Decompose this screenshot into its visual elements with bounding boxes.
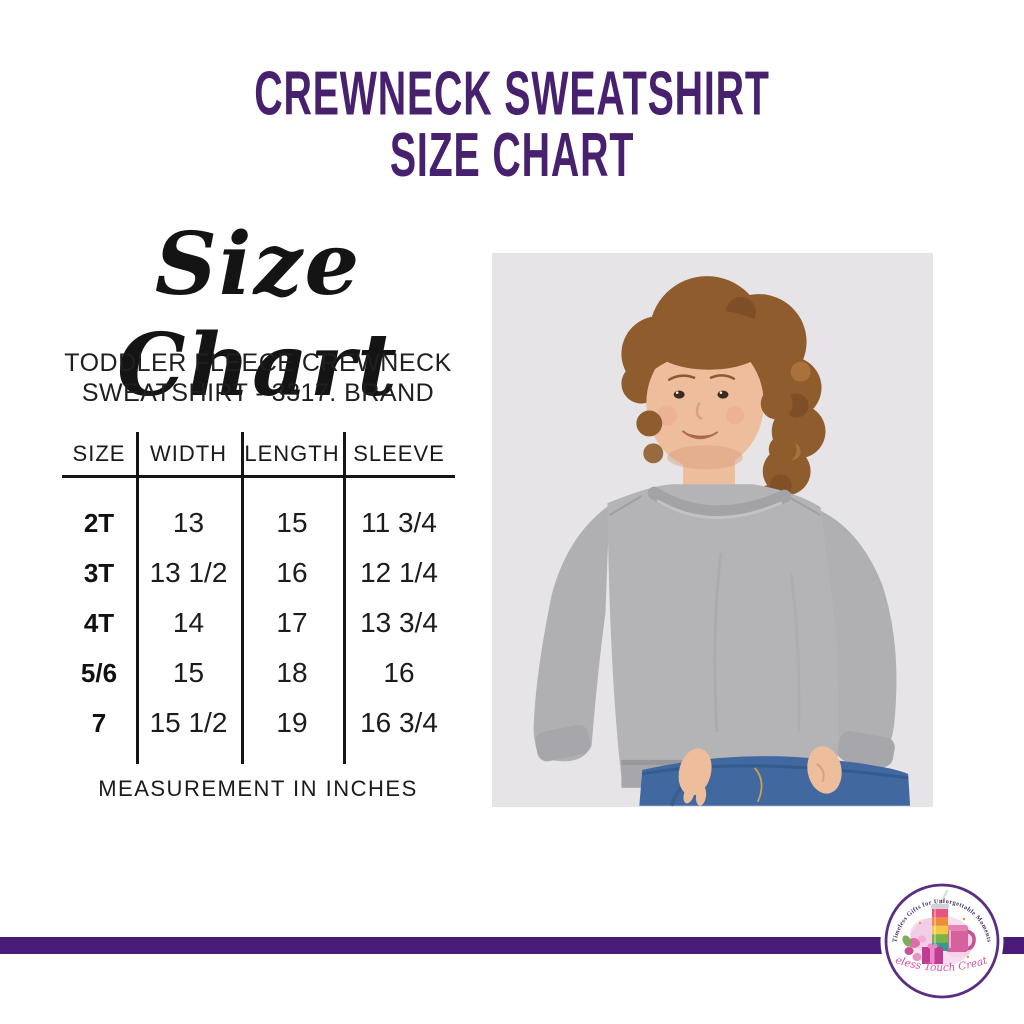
column-header-width: WIDTH [149, 441, 228, 466]
page-title: CREWNECK SWEATSHIRT SIZE CHART [92, 60, 932, 191]
table-row: 7 15 1/2 19 16 3/4 [62, 698, 455, 748]
table-row: 3T 13 1/2 16 12 1/4 [62, 548, 455, 598]
footer-accent-bar [0, 937, 1024, 954]
product-subtitle: TODDLER FLEECE CREWNECK SWEATSHIRT - 331… [14, 348, 502, 408]
table-divider-vertical-3 [343, 432, 346, 764]
product-photo [492, 253, 933, 807]
toddler-sweatshirt-illustration [492, 254, 933, 807]
width-cell: 15 [172, 657, 205, 688]
width-cell: 13 [172, 507, 205, 538]
page-title-line1: CREWNECK SWEATSHIRT [254, 60, 770, 129]
length-cell: 17 [276, 607, 308, 638]
size-cell: 2T [83, 507, 115, 538]
length-cell: 15 [276, 507, 308, 538]
table-header-rule [62, 475, 455, 478]
sleeve-cell: 11 3/4 [361, 507, 437, 538]
table-row: 5/6 15 18 16 [62, 648, 455, 698]
brand-logo: Timeless Gifts for Unforgettable Moments… [875, 870, 1004, 1003]
size-cell: 7 [91, 707, 107, 738]
length-cell: 18 [276, 657, 308, 688]
column-header-size: SIZE [72, 441, 126, 466]
size-cell: 3T [83, 557, 115, 588]
table-row: 2T 13 15 11 3/4 [62, 498, 455, 548]
sleeve-cell: 12 1/4 [360, 557, 438, 588]
product-subtitle-line2: SWEATSHIRT - 3317. BRAND [81, 379, 435, 407]
sleeve-cell: 16 3/4 [360, 707, 438, 738]
sleeve-cell: 13 3/4 [360, 607, 438, 638]
table-divider-vertical-2 [241, 432, 244, 764]
width-cell: 15 1/2 [149, 707, 228, 738]
length-cell: 19 [276, 707, 308, 738]
width-cell: 14 [172, 607, 205, 638]
table-row: 4T 14 17 13 3/4 [62, 598, 455, 648]
table-header-row: SIZE WIDTH LENGTH SLEEVE [62, 433, 455, 475]
page-title-line2: SIZE CHART [389, 121, 635, 191]
table-divider-vertical-1 [136, 432, 139, 764]
width-cell: 13 1/2 [149, 557, 228, 588]
sleeve-cell: 16 [383, 657, 415, 688]
product-subtitle-line1: TODDLER FLEECE CREWNECK [64, 349, 452, 377]
measurement-note: MEASUREMENT IN INCHES [98, 776, 418, 801]
column-header-sleeve: SLEEVE [353, 441, 445, 466]
script-heading: Size Chart [117, 214, 399, 416]
brand-logo-graphic: Timeless Gifts for Unforgettable Moments… [875, 870, 1004, 1003]
size-cell: 4T [83, 607, 115, 638]
size-cell: 5/6 [80, 657, 118, 688]
column-header-length: LENGTH [244, 441, 340, 466]
length-cell: 16 [276, 557, 308, 588]
